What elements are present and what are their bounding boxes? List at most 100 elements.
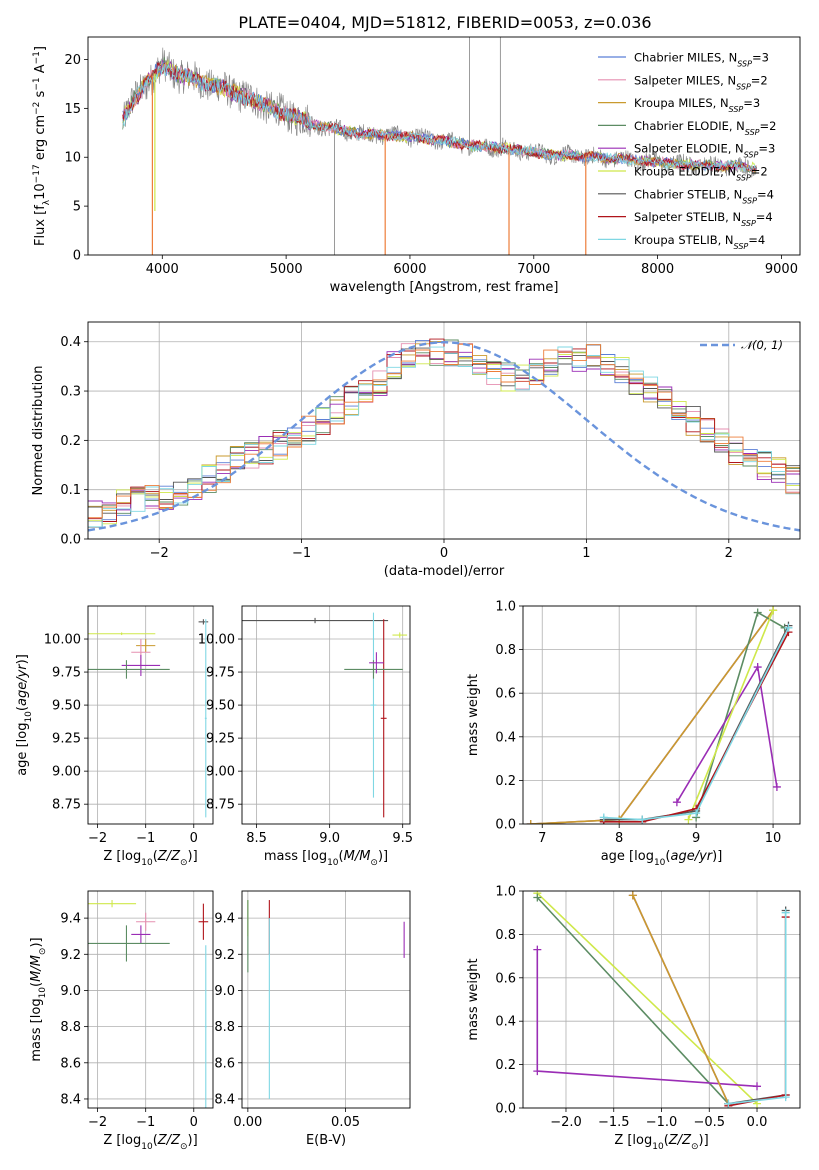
mass_vs_Z-ytick-label: 9.2 [60,948,81,963]
mass_vs_EBV-ytick-label: 8.8 [214,1020,235,1035]
spectrum-ylabel: Flux [fλ10−17 erg cm−2 s−1 A−1] [32,46,52,246]
spectrum-ytick-label: 20 [64,53,81,68]
spectrum-xtick-label: 9000 [765,262,798,277]
hist-series [88,347,800,514]
panels-group: 4000 5000 6000 7000 8000 900005101520waveleng… [15,36,801,1152]
mass_vs_Z-frame [87,890,214,1109]
massweight_vs_age-marker [599,813,608,822]
massweight_vs_Z-xtick-label: −1.5 [598,1115,630,1130]
age_vs_mass-xtick-label: 9.0 [319,831,340,846]
massweight_vs_Z-series-line [536,896,729,1105]
mass_vs_EBV-plot [247,900,405,1099]
massweight_vs_Z-ytick-label: 0.4 [495,1015,516,1030]
massweight_vs_Z-ytick-label: 0.0 [495,1102,516,1117]
mass_vs_Z-ytick-label: 8.6 [60,1056,81,1071]
massweight_vs_age-series-line [676,664,778,803]
age_vs_Z-xtick-label: 0 [190,831,198,846]
spectrum-xtick-label: 5000 [270,262,303,277]
massweight_vs_Z-ytick-label: 0.2 [495,1058,516,1073]
age_vs_mass-axes: 8.5 9.0 9.5 8.75 9.00 9.25 9.50 9.75 10.00 [198,606,413,846]
hist-series [88,338,800,522]
spectrum-ytick-label: 15 [64,102,81,117]
massweight_vs_age-series-line [530,609,774,824]
massweight_vs_Z-series-line [536,949,758,1088]
massweight_vs_Z-frame [522,890,801,1109]
mass_vs_Z-ytick-label: 9.0 [60,984,81,999]
massweight_vs_age-marker [672,798,681,807]
age_vs_Z-xtick-label: −1 [136,831,155,846]
age_vs_mass-ytick-label: 9.25 [206,732,235,747]
massweight_vs_age-series-line [530,609,774,824]
mass_vs_Z-ytick-label: 8.8 [60,1020,81,1035]
age_vs_Z-xlabel: Z [log10(Z/Z⊙)] [103,849,197,868]
legend-entry: Kroupa ELODIE, NSSP=2 [634,165,768,183]
age_vs_Z-plot [88,619,209,818]
massweight_vs_Z-marker [533,945,542,954]
legend-entry: Chabrier MILES, NSSP=3 [634,51,769,69]
massweight_vs_Z-series-line [632,894,730,1105]
residual_distribution-xtick-label: 2 [725,546,733,561]
mass_vs_EBV-frame [241,890,411,1109]
age_vs_Z-ytick-label: 9.75 [52,666,81,681]
massweight_vs_Z-marker [533,1067,542,1076]
massweight_vs_Z-ytick-label: 0.6 [495,971,516,986]
age_vs_Z-frame [87,605,214,825]
legend-entry: Salpeter STELIB, NSSP=4 [634,210,773,228]
massweight_vs_age-xtick-label: 8 [615,831,623,846]
massweight_vs_age-ytick-label: 0.8 [495,643,516,658]
residual_distribution-xtick-label: −2 [150,546,169,561]
spectrum-plot [122,37,758,255]
massweight_vs_age-ylabel: mass weight [466,674,481,756]
legend-entry: Kroupa STELIB, NSSP=4 [634,233,765,251]
age_vs_Z-ylabel: age [log10(age/yr)] [15,654,34,776]
spectrum-ytick-label: 5 [73,200,81,215]
massweight_vs_age-xlabel: age [log10(age/yr)] [601,849,723,868]
massweight_vs_age-ytick-label: 0.0 [495,818,516,833]
massweight_vs_Z-xtick-label: −0.5 [693,1115,725,1130]
age_vs_mass-ytick-label: 9.50 [206,699,235,714]
mass_vs_Z-ytick-label: 8.4 [60,1092,81,1107]
normal-curve [88,340,800,532]
age_vs_Z-ytick-label: 10.00 [44,633,81,648]
age_vs_mass-ytick-label: 9.75 [206,666,235,681]
age_vs_mass-xtick-label: 8.5 [246,831,267,846]
hist-plot [88,338,800,532]
spectrum-axes: 4000 5000 6000 7000 8000 9000 0 5 10 15 20 [64,53,798,277]
spectrum-xtick-label: 4000 [146,262,179,277]
age_vs_Z-ytick-label: 9.25 [52,732,81,747]
hist-ylabel: Normed distribution [31,366,46,496]
mass_vs_EBV-ytick-label: 8.4 [214,1092,235,1107]
massweight_vs_age-xtick-label: 7 [538,831,546,846]
spectrum-xtick-label: 8000 [641,262,674,277]
hist-series [88,351,800,511]
massweight_vs_Z-xtick-label: −1.0 [646,1115,678,1130]
mass_vs_EBV-xtick-label: 0.00 [233,1115,262,1130]
age_vs_mass-xlabel: mass [log10(M/M⊙)] [264,849,388,868]
mass_vs_Z-xtick-label: 0 [190,1115,198,1130]
mass_vs_EBV-xtick-label: 0.05 [331,1115,360,1130]
age_vs_Z-axes: −2 −1 0 8.75 9.00 9.25 9.50 9.75 10.00 [44,606,213,846]
spectrum-ytick-label: 0 [73,249,81,264]
spectrum-xtick-label: 6000 [393,262,426,277]
age_vs_mass-frame [241,605,411,825]
age_vs_mass-plot [242,612,408,818]
massweight_vs_age-marker [772,782,781,791]
massweight_vs_Z-marker [533,893,542,902]
spectrum-xtick-label: 7000 [517,262,550,277]
massweight_vs_age-ytick-label: 0.2 [495,774,516,789]
mass_vs_Z-xtick-label: −2 [88,1115,107,1130]
massweight_vs_Z-xlabel: Z [log10(Z/Z⊙)] [614,1133,708,1152]
legend-entry: Kroupa MILES, NSSP=3 [634,96,760,114]
age_vs_mass-ytick-label: 9.00 [206,765,235,780]
age_vs_Z-ytick-label: 8.75 [52,798,81,813]
massweight_vs_age-xtick-label: 10 [765,831,782,846]
hist-series [88,343,800,519]
age_vs_Z-xtick-label: −2 [88,831,107,846]
massweight_vs_Z-marker [781,908,790,917]
massweight_vs_Z-series-line [536,892,758,1105]
mass_vs_EBV-xlabel: E(B-V) [306,1133,346,1148]
massweight_vs_age-marker [753,663,762,672]
residual_distribution-ytick-label: 0.3 [60,385,81,400]
residual_distribution-ytick-label: 0.0 [60,533,81,548]
